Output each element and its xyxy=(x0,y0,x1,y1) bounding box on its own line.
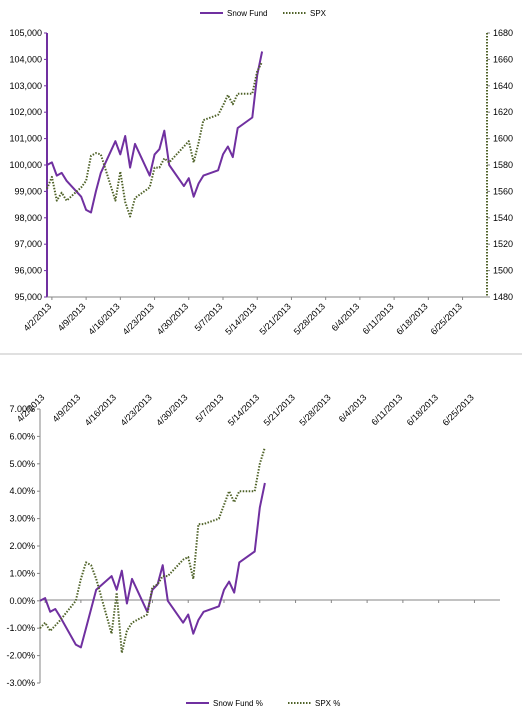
x-tick-label: 5/28/2013 xyxy=(292,301,327,336)
x-tick-label: 4/23/2013 xyxy=(118,392,153,427)
y-tick-label: 96,000 xyxy=(14,266,42,276)
y-tick-label: 3.00% xyxy=(9,514,35,524)
series-line-spx xyxy=(46,61,263,218)
series-line-fund xyxy=(39,482,266,649)
x-tick-label: 5/7/2013 xyxy=(194,392,226,424)
y-right-tick-label: 1640 xyxy=(493,81,513,91)
x-tick-label: 4/9/2013 xyxy=(50,392,82,424)
x-tick-label: 4/30/2013 xyxy=(154,392,189,427)
y-tick-label: 0.00% xyxy=(9,596,35,606)
y-right-tick-label: 1600 xyxy=(493,134,513,144)
legend-label-spx: SPX xyxy=(310,9,327,18)
y-tick-label: 100,000 xyxy=(9,160,42,170)
y-tick-label: 98,000 xyxy=(14,213,42,223)
x-tick-label: 6/18/2013 xyxy=(405,392,440,427)
bottom-chart: -3.00% -2.00% -1.00% 0.00% 1.00% 2.00% 3.00% 4.… xyxy=(6,392,500,688)
x-tick-label: 5/28/2013 xyxy=(297,392,332,427)
x-tick-label: 4/16/2013 xyxy=(86,301,121,336)
x-tick-label: 6/25/2013 xyxy=(440,392,475,427)
y-tick-label: -1.00% xyxy=(6,623,35,633)
y-tick-label: 2.00% xyxy=(9,541,35,551)
y-tick-label: -2.00% xyxy=(6,651,35,661)
y-right-tick-label: 1480 xyxy=(493,292,513,302)
y-tick-label: 4.00% xyxy=(9,486,35,496)
y-right-tick-label: 1660 xyxy=(493,54,513,64)
x-tick-label: 4/16/2013 xyxy=(83,392,118,427)
x-tick-label: 5/14/2013 xyxy=(223,301,258,336)
y-right-tick-label: 1680 xyxy=(493,28,513,38)
x-tick-label: 6/4/2013 xyxy=(337,392,369,424)
x-tick-label: 4/2/2013 xyxy=(21,301,53,333)
x-tick-label: 6/18/2013 xyxy=(394,301,429,336)
x-tick-label: 6/11/2013 xyxy=(369,392,404,427)
x-tick-label: 5/21/2013 xyxy=(262,392,297,427)
y-tick-label: 104,000 xyxy=(9,54,42,64)
y-right-tick-label: 1520 xyxy=(493,239,513,249)
y-tick-label: 6.00% xyxy=(9,431,35,441)
legend-label-spx-pct: SPX % xyxy=(315,699,340,708)
y-right-tick-label: 1560 xyxy=(493,186,513,196)
top-legend: Snow Fund SPX xyxy=(200,9,327,18)
legend-label-snow-fund: Snow Fund xyxy=(227,9,267,18)
x-tick-label: 5/14/2013 xyxy=(226,392,261,427)
y-tick-label: 105,000 xyxy=(9,28,42,38)
x-tick-label: 6/11/2013 xyxy=(361,301,396,336)
x-tick-label: 4/9/2013 xyxy=(56,301,88,333)
y-tick-label: 1.00% xyxy=(9,568,35,578)
x-tick-label: 6/25/2013 xyxy=(429,301,464,336)
y-tick-label: 101,000 xyxy=(9,134,42,144)
y-tick-label: 103,000 xyxy=(9,81,42,91)
y-right-tick-label: 1500 xyxy=(493,266,513,276)
y-tick-label: 95,000 xyxy=(14,292,42,302)
y-tick-label: 7.00% xyxy=(9,404,35,414)
y-tick-label: 102,000 xyxy=(9,107,42,117)
y-right-tick-label: 1540 xyxy=(493,213,513,223)
series-line-fund xyxy=(46,51,264,214)
x-tick-label: 4/23/2013 xyxy=(121,301,156,336)
legend-label-snow-fund-pct: Snow Fund % xyxy=(213,699,263,708)
y-tick-label: 97,000 xyxy=(14,239,42,249)
y-right-tick-label: 1580 xyxy=(493,160,513,170)
y-tick-label: -3.00% xyxy=(6,678,35,688)
x-tick-label: 4/30/2013 xyxy=(155,301,190,336)
y-right-tick-label: 1620 xyxy=(493,107,513,117)
bottom-legend: Snow Fund % SPX % xyxy=(186,699,340,708)
x-tick-label: 5/7/2013 xyxy=(193,301,225,333)
top-chart: 95,000 96,000 97,000 98,000 99,000 100,000 101… xyxy=(9,28,513,337)
y-tick-label: 99,000 xyxy=(14,186,42,196)
series-line-spx xyxy=(39,447,266,654)
x-tick-label: 6/4/2013 xyxy=(329,301,361,333)
x-tick-label: 5/21/2013 xyxy=(257,301,292,336)
y-tick-label: 5.00% xyxy=(9,459,35,469)
